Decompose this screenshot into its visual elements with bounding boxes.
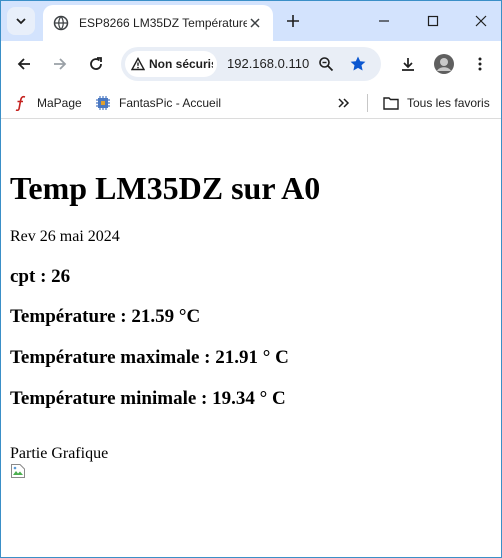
chevron-down-icon bbox=[16, 18, 26, 25]
bookmarks-overflow-button[interactable] bbox=[337, 93, 351, 113]
page-content: Temp LM35DZ sur A0 Rev 26 mai 2024 cpt :… bbox=[1, 120, 501, 557]
revision-text: Rev 26 mai 2024 bbox=[10, 228, 120, 245]
graph-section-label: Partie Grafique bbox=[10, 445, 109, 462]
temperature-heading: Température : 21.59 °C bbox=[10, 306, 201, 327]
broken-image-icon bbox=[10, 463, 26, 479]
active-tab[interactable]: ESP8266 LM35DZ Température bbox=[43, 5, 273, 41]
counter-heading: cpt : 26 bbox=[10, 266, 71, 287]
tab-search-button[interactable] bbox=[7, 7, 35, 35]
globe-icon bbox=[53, 15, 69, 31]
reload-icon bbox=[90, 57, 102, 70]
menu-button[interactable] bbox=[469, 53, 491, 75]
profile-button[interactable] bbox=[433, 53, 455, 75]
bookmarks-bar: MaPage FantasPic - Accueil Tous les favo… bbox=[1, 87, 501, 119]
close-window-button[interactable] bbox=[471, 11, 491, 31]
tab-strip: ESP8266 LM35DZ Température bbox=[1, 1, 501, 41]
all-bookmarks-button[interactable]: Tous les favoris bbox=[383, 93, 490, 113]
minimize-button[interactable] bbox=[374, 11, 394, 31]
page-title: Temp LM35DZ sur A0 bbox=[10, 170, 321, 206]
arrow-left-icon bbox=[17, 58, 30, 70]
maximize-button[interactable] bbox=[423, 11, 443, 31]
folder-icon bbox=[383, 95, 399, 111]
download-button[interactable] bbox=[397, 53, 419, 75]
maximize-icon bbox=[427, 15, 439, 27]
bookmark-mapage[interactable]: MaPage bbox=[13, 93, 82, 113]
bookmark-fantaspic[interactable]: FantasPic - Accueil bbox=[95, 93, 221, 113]
browser-toolbar: Non sécurisé 192.168.0.110 bbox=[1, 41, 501, 87]
url-text[interactable]: 192.168.0.110 bbox=[227, 56, 310, 71]
new-tab-button[interactable] bbox=[283, 11, 303, 31]
warning-icon bbox=[131, 57, 145, 71]
f-script-icon bbox=[13, 95, 29, 111]
plus-icon bbox=[287, 15, 299, 27]
security-chip[interactable]: Non sécurisé bbox=[125, 51, 217, 77]
chevron-double-right-icon bbox=[338, 98, 350, 108]
close-icon bbox=[475, 15, 487, 27]
bookmark-label: FantasPic - Accueil bbox=[119, 96, 222, 110]
reload-button[interactable] bbox=[85, 53, 107, 75]
avatar bbox=[434, 54, 454, 74]
all-bookmarks-label: Tous les favoris bbox=[407, 96, 490, 110]
back-button[interactable] bbox=[13, 53, 35, 75]
download-icon bbox=[402, 58, 414, 71]
star-icon[interactable] bbox=[349, 55, 367, 73]
temperature-min-heading: Température minimale : 19.34 ° C bbox=[10, 388, 286, 409]
bookmarks-divider bbox=[367, 94, 368, 112]
security-label: Non sécurisé bbox=[149, 57, 213, 71]
more-vertical-icon bbox=[478, 57, 482, 71]
arrow-right-icon bbox=[54, 58, 67, 70]
zoom-icon[interactable] bbox=[317, 55, 335, 73]
tab-title: ESP8266 LM35DZ Température bbox=[79, 16, 247, 30]
forward-button[interactable] bbox=[49, 53, 71, 75]
close-icon[interactable] bbox=[247, 15, 263, 31]
chip-icon bbox=[95, 95, 111, 111]
temperature-max-heading: Température maximale : 21.91 ° C bbox=[10, 347, 289, 368]
bookmark-label: MaPage bbox=[37, 96, 82, 110]
address-bar[interactable]: Non sécurisé 192.168.0.110 bbox=[121, 47, 381, 81]
minimize-icon bbox=[379, 20, 389, 22]
